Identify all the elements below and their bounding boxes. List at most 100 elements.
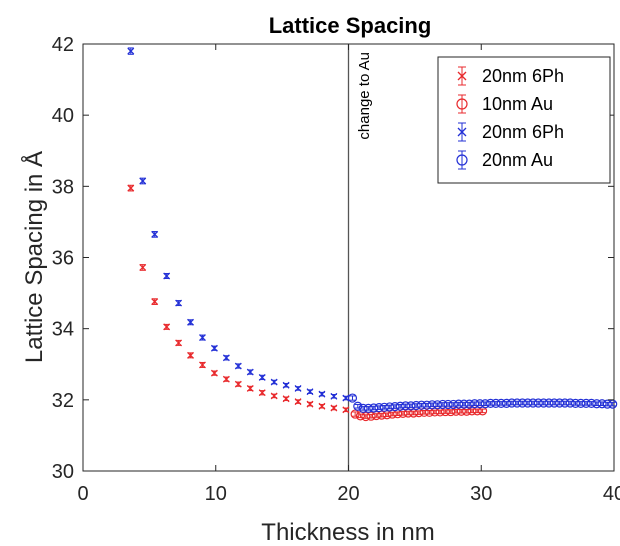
circle-marker	[576, 398, 586, 408]
x-marker-stroke	[306, 388, 314, 396]
legend-box	[437, 56, 611, 184]
y-tick-label: 34	[52, 319, 74, 341]
data-point	[294, 398, 302, 406]
circle-marker	[369, 403, 379, 413]
circle-marker	[528, 398, 538, 408]
circle-marker	[385, 402, 395, 412]
x-marker-stroke	[234, 380, 242, 388]
data-point	[318, 390, 326, 398]
data-point	[210, 344, 218, 352]
circle-marker	[459, 399, 469, 409]
x-marker-stroke	[210, 344, 218, 352]
circle-marker	[485, 398, 496, 408]
circle-marker	[347, 393, 358, 403]
x-marker-stroke	[127, 184, 135, 192]
y-tick-label: 42	[52, 34, 74, 56]
x-marker-stroke	[199, 334, 206, 342]
circle-marker	[454, 399, 464, 409]
data-marks	[127, 44, 618, 471]
circle-marker	[374, 403, 384, 413]
circle-marker	[491, 398, 501, 408]
circle-marker	[581, 398, 591, 408]
y-tick-label: 36	[52, 248, 74, 270]
data-point	[163, 272, 171, 280]
x-marker-stroke	[175, 299, 183, 307]
x-marker-stroke	[270, 392, 278, 400]
circle-marker	[456, 154, 468, 166]
x-tick-label: 20	[337, 483, 359, 505]
circle-marker	[539, 398, 549, 408]
x-marker-stroke	[258, 373, 266, 381]
x-marker-stroke	[163, 323, 171, 331]
x-marker-stroke	[234, 362, 242, 370]
data-point	[347, 393, 358, 403]
data-point	[151, 230, 159, 238]
circle-marker	[533, 398, 543, 408]
data-point	[306, 400, 314, 408]
data-point	[258, 389, 266, 397]
x-marker-stroke	[187, 318, 194, 326]
circle-marker	[570, 398, 581, 408]
data-point	[222, 354, 230, 362]
x-marker-stroke	[306, 400, 314, 408]
data-point	[270, 378, 278, 386]
chart-title: Lattice Spacing	[269, 13, 432, 38]
data-point	[258, 373, 266, 381]
series-0	[127, 184, 350, 414]
x-marker-stroke	[318, 390, 326, 398]
series-3	[347, 393, 618, 413]
x-marker-stroke	[175, 339, 183, 347]
data-point	[282, 395, 290, 403]
data-point	[199, 361, 206, 369]
axes: 0 10 20 30 40 30 32 34 36 38 40 42	[52, 34, 620, 505]
data-point	[187, 318, 194, 326]
annotation-label: change to Au	[356, 52, 373, 140]
data-point	[222, 375, 230, 383]
circle-marker	[427, 400, 437, 410]
circle-marker	[480, 399, 490, 409]
circle-marker	[395, 401, 405, 411]
data-point	[175, 299, 183, 307]
data-point	[246, 384, 254, 392]
circle-marker	[544, 398, 554, 408]
legend-item-1: 10nm Au	[456, 94, 553, 114]
x-axis-label: Thickness in nm	[261, 519, 434, 546]
x-marker-stroke	[139, 177, 147, 185]
circle-marker	[554, 398, 565, 408]
x-marker-stroke	[258, 389, 266, 397]
x-tick-label: 40	[603, 483, 620, 505]
x-marker-stroke	[282, 395, 290, 403]
legend-label: 20nm Au	[482, 150, 553, 170]
circle-marker	[470, 399, 480, 409]
data-point	[342, 394, 350, 402]
data-point	[353, 401, 363, 411]
circle-marker	[406, 401, 416, 411]
legend-item-0: 20nm 6Ph	[457, 66, 564, 86]
x-marker-stroke	[330, 392, 338, 400]
y-tick-label: 38	[52, 176, 74, 198]
circle-marker	[358, 403, 368, 413]
data-point	[151, 298, 159, 306]
legend: 20nm 6Ph 10nm Au 20nm 6Ph 20nm Au	[437, 56, 611, 184]
data-point	[234, 362, 242, 370]
circle-marker	[475, 399, 485, 409]
data-point	[187, 351, 194, 359]
x-marker-stroke	[318, 402, 326, 410]
data-point	[127, 184, 135, 192]
x-marker-stroke	[199, 361, 206, 369]
data-point	[330, 392, 338, 400]
circle-marker	[443, 399, 453, 410]
series-1	[350, 406, 488, 422]
circle-marker	[560, 398, 570, 408]
data-point	[294, 384, 302, 392]
x-marker-stroke	[342, 394, 350, 402]
x-marker-stroke	[151, 230, 159, 238]
circle-marker	[565, 398, 575, 408]
y-tick-label: 32	[52, 390, 74, 412]
legend-item-3: 20nm Au	[456, 150, 553, 170]
data-point	[139, 177, 147, 185]
data-point	[456, 406, 466, 416]
y-axis-label: Lattice Spacing in Å	[20, 151, 48, 363]
x-marker-stroke	[330, 404, 338, 412]
circle-marker	[464, 399, 474, 409]
